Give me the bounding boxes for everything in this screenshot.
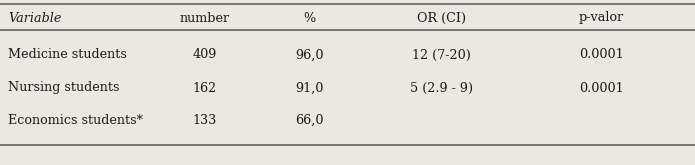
Text: 96,0: 96,0 <box>295 49 324 62</box>
Text: Nursing students: Nursing students <box>8 82 120 95</box>
Text: 0.0001: 0.0001 <box>579 82 623 95</box>
Text: 0.0001: 0.0001 <box>579 49 623 62</box>
Text: %: % <box>303 12 316 24</box>
Text: Variable: Variable <box>8 12 62 24</box>
Text: p-valor: p-valor <box>578 12 624 24</box>
Text: number: number <box>180 12 230 24</box>
Text: 91,0: 91,0 <box>295 82 323 95</box>
Text: 409: 409 <box>193 49 218 62</box>
Text: 12 (7-20): 12 (7-20) <box>412 49 471 62</box>
Text: 133: 133 <box>193 114 217 127</box>
Text: Economics students*: Economics students* <box>8 114 143 127</box>
Text: OR (CI): OR (CI) <box>417 12 466 24</box>
Text: 5 (2.9 - 9): 5 (2.9 - 9) <box>410 82 473 95</box>
Text: 162: 162 <box>193 82 217 95</box>
Text: 66,0: 66,0 <box>295 114 324 127</box>
Text: Medicine students: Medicine students <box>8 49 127 62</box>
